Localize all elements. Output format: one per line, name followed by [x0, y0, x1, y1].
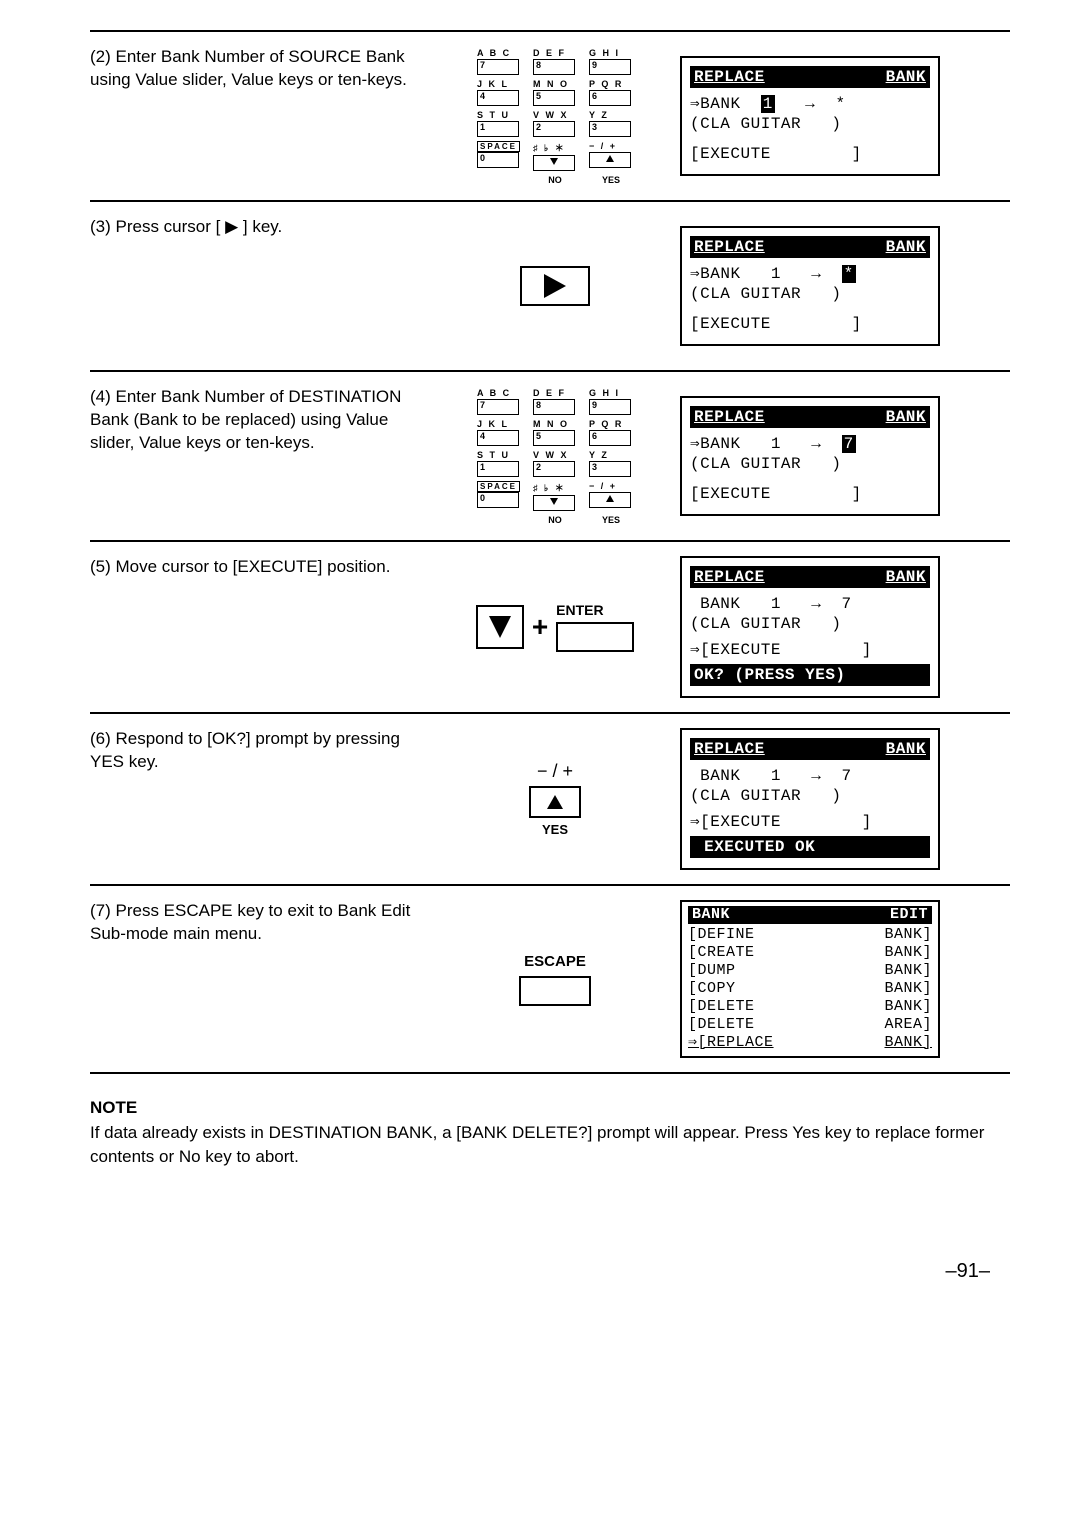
note-section: NOTE If data already exists in DESTINATI…	[90, 1096, 1010, 1170]
step-5-text: (5) Move cursor to [EXECUTE] position.	[90, 556, 440, 698]
down-plus-enter: + ENTER	[476, 602, 634, 652]
lcd-step-4: REPLACEBANK ⇒BANK 1 → 7 (CLA GUITAR ) [E…	[680, 396, 940, 516]
step-3-text: (3) Press cursor [ ▶ ] key.	[90, 216, 440, 356]
yes-key: − / + YES	[529, 761, 581, 837]
step-2-text: (2) Enter Bank Number of SOURCE Bank usi…	[90, 46, 440, 186]
lcd-step-7-menu: BANKEDIT [DEFINEBANK] [CREATEBANK] [DUMP…	[680, 900, 940, 1058]
escape-key: ESCAPE	[519, 953, 591, 1006]
step-4-text: (4) Enter Bank Number of DESTINATION Ban…	[90, 386, 440, 526]
lcd-step-6: REPLACEBANK BANK 1 → 7 (CLA GUITAR ) ⇒[E…	[680, 728, 940, 870]
tenkey-pad-2: A B C7 D E F8 G H I9 J K L4 M N O5 P Q R…	[440, 386, 670, 526]
tenkey-pad: A B C7 D E F8 G H I9 J K L4 M N O5 P Q R…	[440, 46, 670, 186]
note-body: If data already exists in DESTINATION BA…	[90, 1123, 984, 1167]
note-heading: NOTE	[90, 1098, 137, 1117]
step-6-text: (6) Respond to [OK?] prompt by pressing …	[90, 728, 440, 870]
page-number: –91–	[90, 1260, 1010, 1283]
lcd-step-5: REPLACEBANK BANK 1 → 7 (CLA GUITAR ) ⇒[E…	[680, 556, 940, 698]
lcd-step-3: REPLACEBANK ⇒BANK 1 → * (CLA GUITAR ) [E…	[680, 226, 940, 346]
lcd-step-2: REPLACEBANK ⇒BANK 1 → * (CLA GUITAR ) [E…	[680, 56, 940, 176]
step-7-text: (7) Press ESCAPE key to exit to Bank Edi…	[90, 900, 440, 1058]
cursor-right-key	[520, 266, 590, 306]
